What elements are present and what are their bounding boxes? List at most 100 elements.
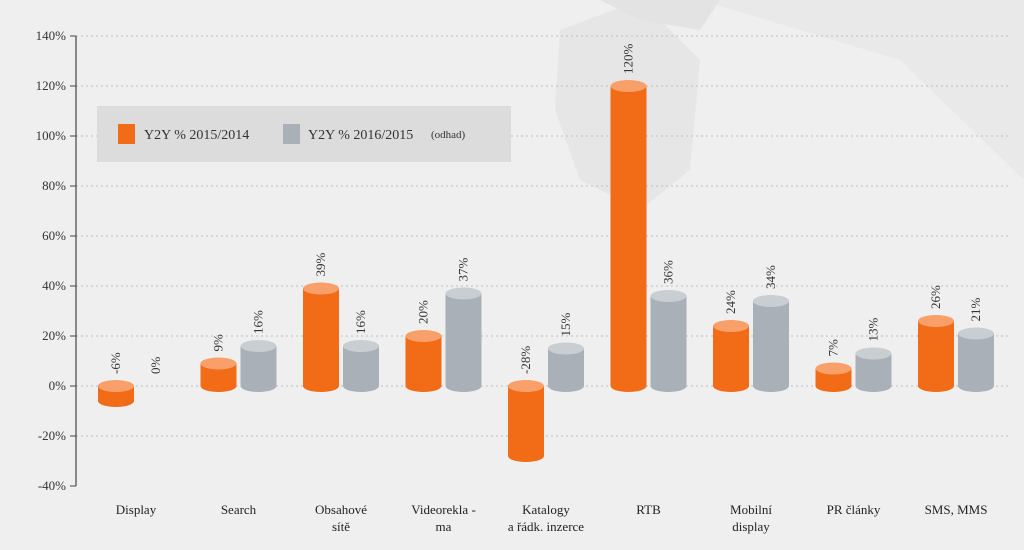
bar-cap [610,80,647,92]
bar-2 [548,342,584,392]
bar-base [508,450,544,462]
data-label: 37% [456,258,471,282]
bar-base [445,380,482,392]
x-tick-label: Mobilní display [730,502,772,534]
bar-1 [405,330,442,392]
bar-base [98,395,134,407]
bar-cap [405,330,442,342]
x-tick-label: Katalogy a řádk. inzerce [508,502,584,534]
bar-base [713,380,749,392]
bar-body [958,333,994,386]
data-label: 20% [416,300,431,324]
bar-cap [303,282,339,295]
data-label: 15% [558,313,573,337]
bar-body [405,336,442,386]
bar-base [855,380,892,392]
y-tick-label: 60% [42,228,66,243]
x-tick-label: Videorekla -ma [411,502,476,534]
bar-base [240,380,277,392]
data-label: 36% [661,260,676,284]
data-label: 26% [928,285,943,309]
bar-cap [713,320,749,332]
bar-cap [815,362,852,375]
bar-cap [445,287,482,300]
x-tick-label: Obsahové sítě [315,502,367,534]
data-label: 16% [251,310,266,334]
data-label: 34% [763,265,778,289]
bar-1 [815,362,852,392]
data-label: 120% [621,44,636,75]
bar-2 [240,340,277,392]
data-label: 24% [723,290,738,314]
data-label: 0% [148,357,163,375]
bar-body [445,293,482,386]
bar-cap [98,380,134,392]
bar-body [303,288,339,386]
bar-1 [303,282,339,392]
bar-body [240,346,277,386]
bar-cap [855,347,892,360]
bar-base [405,380,442,392]
data-label: 39% [313,253,328,277]
legend-swatch-series-1 [118,124,135,144]
bar-1 [918,315,954,392]
data-label: 13% [866,318,881,342]
bar-1 [713,320,749,392]
data-labels: -6% 0% 9% 16% 39% 16% 20% 37% -28% 15% 120% 36% 24% 3… [108,44,983,375]
y-tick-label: 140% [36,28,67,43]
data-label: 7% [826,339,841,357]
bar-base [958,380,994,392]
x-tick-label: SMS, MMS [925,502,988,517]
bar-body [753,301,789,386]
y-tick-label: 100% [36,128,67,143]
bar-base [200,380,237,392]
y-tick-label: 40% [42,278,66,293]
bar-body [713,326,749,386]
bar-base [343,380,379,392]
legend-swatch-series-2 [283,124,300,144]
x-tick-label: RTB [636,502,661,517]
data-label: 9% [211,334,226,352]
bar-body [343,346,379,386]
x-tick-label: Display [116,502,157,517]
bar-cap [508,380,544,392]
bar-body [650,296,687,386]
y-axis: -40% -20% 0% 20% 40% 60% 80% 100% 120% 140% [36,28,77,493]
legend-label-series-1: Y2Y % 2015/2014 [144,128,249,143]
bar-base [303,380,339,392]
bar-cap [200,357,237,370]
x-tick-label: Search [221,502,257,517]
legend-note-series-2: (odhad) [431,129,466,141]
bar-1 [200,357,237,392]
bar-body [508,386,544,456]
y-tick-label: 0% [49,378,67,393]
y-tick-label: 80% [42,178,66,193]
bar-base [548,380,584,392]
bar-body [548,348,584,386]
y-tick-label: -20% [38,428,66,443]
category-labels: Display Search Obsahové sítě Videorekla -ma K… [116,502,988,534]
bar-base [650,380,687,392]
bar-base [815,380,852,392]
bar-cap [343,340,379,352]
bar-body [610,86,647,386]
bar-base [753,380,789,392]
bar-2 [855,347,892,392]
x-tick-label: PR články [827,502,881,517]
bar-base [918,380,954,392]
bar-2 [445,287,482,392]
bar-cap [753,295,789,307]
bar-cap [650,290,687,302]
bar-1 [508,380,544,462]
bar-1 [98,380,134,407]
bar-cap [918,315,954,327]
legend-box [97,106,511,162]
y-tick-label: -40% [38,478,66,493]
data-label: 21% [968,298,983,322]
y-tick-label: 120% [36,78,67,93]
bar-cap [548,342,584,355]
bar-2 [650,290,687,392]
bar-cap [958,327,994,340]
data-label: -28% [518,346,533,374]
